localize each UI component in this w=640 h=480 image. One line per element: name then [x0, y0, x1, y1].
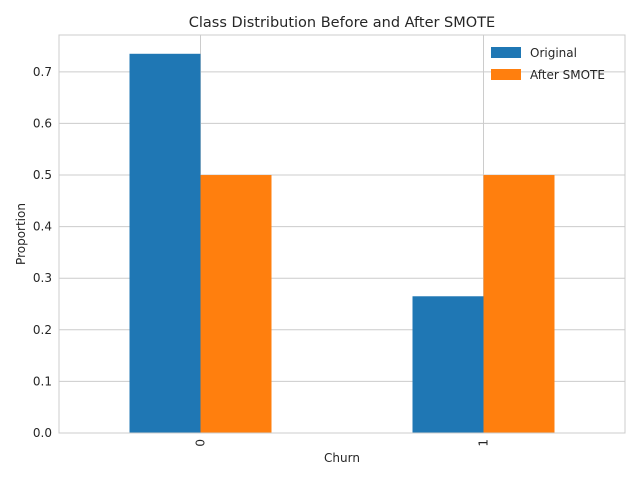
plot-frame: [58, 34, 626, 434]
bar-original-0: [129, 53, 201, 434]
y-tick-label: 0.2: [33, 323, 52, 337]
y-tick-label: 0.4: [33, 220, 52, 234]
y-tick-label: 0.1: [33, 374, 52, 388]
bar-original-1: [412, 296, 484, 433]
x-tick-label: 0: [194, 439, 208, 447]
legend: Original After SMOTE: [491, 46, 605, 82]
bars: [129, 53, 555, 434]
y-tick-label: 0.0: [33, 426, 52, 440]
chart-title: Class Distribution Before and After SMOT…: [189, 15, 495, 31]
legend-label-after-smote: After SMOTE: [530, 68, 605, 82]
y-tick-label: 0.6: [33, 116, 52, 130]
x-axis-label: Churn: [324, 451, 360, 465]
y-axis-label: Proportion: [14, 203, 28, 265]
y-tick-label: 0.7: [33, 65, 52, 79]
legend-swatch-after-smote: [491, 69, 521, 80]
bar-after-smote-0: [200, 175, 272, 434]
legend-swatch-original: [491, 47, 521, 58]
legend-label-original: Original: [530, 46, 577, 60]
y-tick-label: 0.5: [33, 168, 52, 182]
y-axis-ticks: 0.0 0.1 0.2 0.3 0.4 0.5 0.6 0.7: [33, 65, 52, 440]
bar-after-smote-1: [483, 175, 555, 434]
y-tick-label: 0.3: [33, 271, 52, 285]
x-tick-label: 1: [477, 439, 491, 447]
